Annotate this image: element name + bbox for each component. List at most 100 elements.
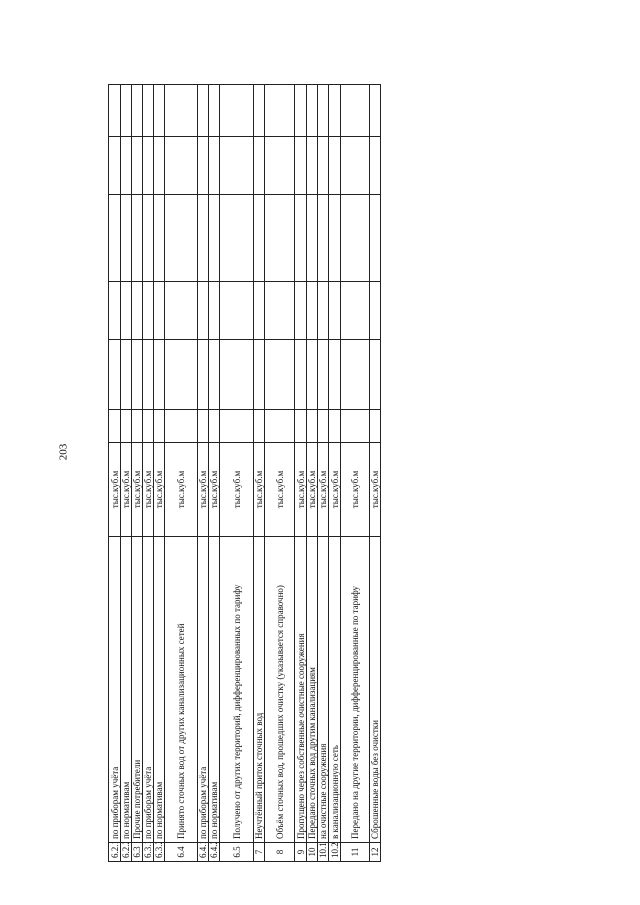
value-cell — [328, 136, 341, 195]
value-cell — [153, 194, 165, 282]
value-cell — [131, 136, 143, 195]
value-cell — [294, 194, 307, 282]
row-description: Передано сточных вод другим канализациям — [306, 536, 318, 843]
row-description: Передано на другие территории, дифференц… — [340, 536, 370, 843]
value-cell — [264, 136, 295, 195]
table-row: 6.4.2 по нормативам тыс.куб.м — [208, 84, 220, 862]
row-number: 10.1 — [317, 842, 329, 862]
row-unit: тыс.куб.м — [317, 442, 329, 537]
value-cell — [120, 281, 132, 340]
row-unit: тыс.куб.м — [219, 442, 254, 537]
value-cell — [120, 84, 132, 137]
value-cell — [142, 281, 154, 340]
value-cell — [197, 409, 209, 443]
value-cell — [264, 194, 295, 282]
value-cell — [294, 281, 307, 340]
table-row: 6.2.2 по нормативам тыс.куб.м — [120, 84, 132, 862]
row-number: 6.3.1 — [142, 842, 154, 862]
value-cell — [328, 409, 341, 443]
row-unit: тыс.куб.м — [197, 442, 209, 537]
value-cell — [340, 84, 370, 137]
row-number: 6.2.2 — [120, 842, 132, 862]
value-cell — [219, 281, 254, 340]
value-cell — [164, 84, 198, 137]
value-cell — [328, 281, 341, 340]
page-number: 203 — [57, 443, 70, 461]
value-cell — [131, 281, 143, 340]
row-number: 6.3 — [131, 842, 143, 862]
value-cell — [328, 84, 341, 137]
value-cell — [153, 136, 165, 195]
row-description: Принято сточных вод от других канализаци… — [164, 536, 198, 843]
row-unit: тыс.куб.м — [264, 442, 295, 537]
value-cell — [369, 194, 381, 282]
row-number: 10 — [306, 842, 318, 862]
row-number: 7 — [253, 842, 265, 862]
table-row: 12 Сброшенные воды без очистки тыс.куб.м — [369, 84, 381, 862]
row-unit: тыс.куб.м — [120, 442, 132, 537]
value-cell — [306, 281, 318, 340]
value-cell — [164, 281, 198, 340]
value-cell — [317, 409, 329, 443]
value-cell — [208, 136, 220, 195]
value-cell — [317, 84, 329, 137]
row-description: Пропущено через собственные очистные соо… — [294, 536, 307, 843]
value-cell — [369, 339, 381, 410]
value-cell — [294, 136, 307, 195]
row-description: Прочие потребители — [131, 536, 143, 843]
value-cell — [197, 194, 209, 282]
table-row: 10.2 в канализационную сеть тыс.куб.м — [328, 84, 341, 862]
value-cell — [340, 194, 370, 282]
row-unit: тыс.куб.м — [208, 442, 220, 537]
value-cell — [153, 84, 165, 137]
table-row: 10.1 на очистные сооружения тыс.куб.м — [317, 84, 329, 862]
row-description: по нормативам — [120, 536, 132, 843]
row-description: в канализационную сеть — [328, 536, 341, 843]
table-row: 10 Передано сточных вод другим канализаци… — [306, 84, 318, 862]
row-unit: тыс.куб.м — [131, 442, 143, 537]
table-row: 6.3.1 по приборам учёта тыс.куб.м — [142, 84, 154, 862]
row-number: 6.4.1 — [197, 842, 209, 862]
row-number: 12 — [369, 842, 381, 862]
row-number: 8 — [264, 842, 295, 862]
table-row: 6.4 Принято сточных вод от других канализ… — [164, 84, 198, 862]
value-cell — [328, 194, 341, 282]
table-row: 9 Пропущено через собственные очистные со… — [294, 84, 307, 862]
value-cell — [142, 409, 154, 443]
wastewater-table: 6.2.1 по приборам учёта тыс.куб.м 6.2.2 по н… — [108, 84, 381, 862]
table-row: 7 Неучтённый приток сточных вод тыс.куб.м — [253, 84, 265, 862]
rotated-table-wrapper: 6.2.1 по приборам учёта тыс.куб.м 6.2.2 по н… — [108, 84, 381, 862]
value-cell — [197, 339, 209, 410]
value-cell — [219, 409, 254, 443]
value-cell — [120, 194, 132, 282]
value-cell — [153, 339, 165, 410]
row-number: 6.2.1 — [108, 842, 121, 862]
value-cell — [208, 194, 220, 282]
row-unit: тыс.куб.м — [253, 442, 265, 537]
value-cell — [164, 136, 198, 195]
row-description: на очистные сооружения — [317, 536, 329, 843]
value-cell — [197, 281, 209, 340]
value-cell — [253, 136, 265, 195]
row-description: Сброшенные воды без очистки — [369, 536, 381, 843]
value-cell — [131, 194, 143, 282]
value-cell — [219, 339, 254, 410]
value-cell — [340, 339, 370, 410]
row-number: 9 — [294, 842, 307, 862]
row-number: 6.3.2 — [153, 842, 165, 862]
value-cell — [120, 409, 132, 443]
value-cell — [164, 194, 198, 282]
value-cell — [294, 84, 307, 137]
value-cell — [197, 84, 209, 137]
value-cell — [264, 281, 295, 340]
value-cell — [131, 339, 143, 410]
value-cell — [120, 339, 132, 410]
value-cell — [306, 409, 318, 443]
value-cell — [108, 194, 121, 282]
table-row: 6.3.2 по нормативам тыс.куб.м — [153, 84, 165, 862]
table-row: 6.3 Прочие потребители тыс.куб.м — [131, 84, 143, 862]
value-cell — [208, 281, 220, 340]
row-number: 6.5 — [219, 842, 254, 862]
value-cell — [369, 84, 381, 137]
row-description: по нормативам — [153, 536, 165, 843]
